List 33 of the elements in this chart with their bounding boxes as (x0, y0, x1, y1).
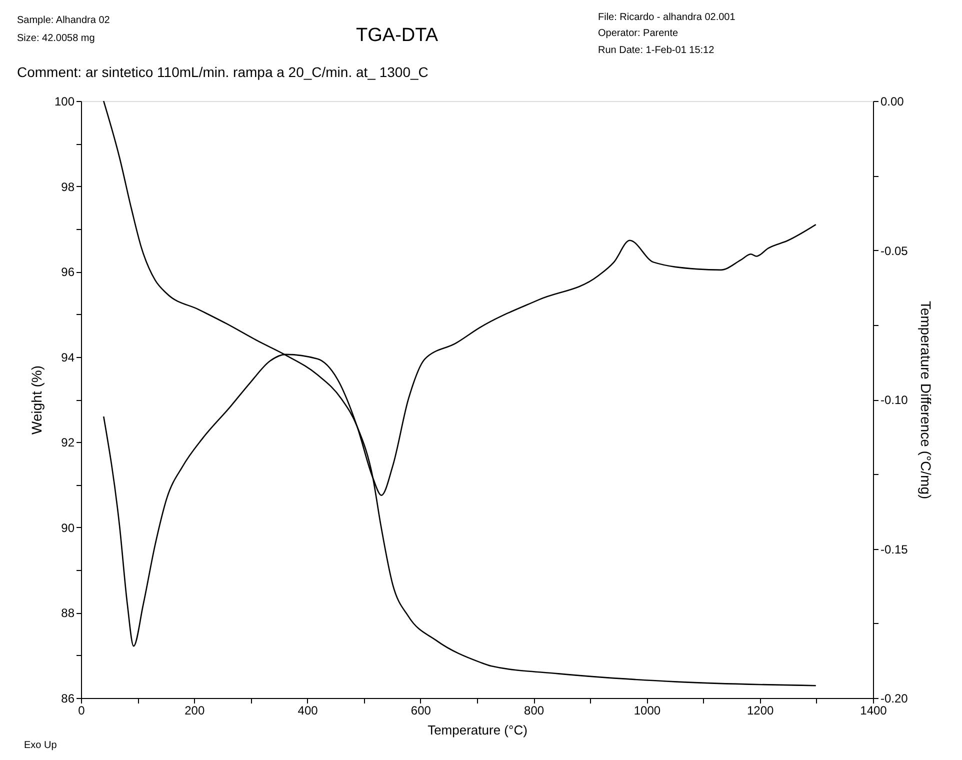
line-series (102, 100, 817, 686)
y-tick-label: 96 (61, 265, 75, 280)
y2-axis-title: Temperature Difference (°C/mg) (918, 300, 934, 500)
y2-tick-label: -0.05 (880, 244, 908, 258)
text: Comment: ar sintetico 110mL/min. rampa a 20_C/min. at_ 1300_C (17, 64, 428, 80)
text: Sample: Alhandra 02 (17, 15, 110, 26)
y-tick-label: 92 (61, 436, 75, 450)
text: Exo Up (24, 740, 58, 751)
text: Operator: Parente (598, 28, 678, 39)
x-tick-label: 200 (184, 704, 205, 718)
x-tick-label: 1200 (747, 704, 774, 718)
y2-tick-label: -0.20 (880, 692, 908, 706)
x-tick-label: 0 (78, 704, 86, 718)
y-axis-title: Weight (%) (28, 366, 44, 434)
y-tick-label: 98 (61, 180, 75, 194)
y2-tick-label: -0.15 (880, 542, 908, 556)
y-tick-label: 88 (61, 606, 75, 620)
y2-tick-label: 0.00 (880, 94, 904, 108)
x-axis-title: Temperature (°C) (428, 722, 528, 738)
x-tick-label: 1400 (860, 704, 888, 718)
chart-title: TGA-DTA (356, 25, 438, 46)
y-tick-label: 86 (61, 692, 75, 706)
text: Run Date: 1-Feb-01 15:12 (598, 45, 715, 56)
y-tick-label: 100 (54, 94, 75, 108)
x-tick-label: 800 (524, 704, 544, 718)
y-tick-label: 90 (61, 520, 75, 535)
y2-tick-label: -0.10 (880, 393, 908, 407)
text: File: Ricardo - alhandra 02.001 (598, 12, 736, 23)
x-tick-label: 400 (298, 704, 318, 718)
y-tick-label: 94 (61, 350, 75, 364)
x-tick-label: 600 (410, 704, 432, 718)
x-tick-label: 1000 (634, 704, 661, 718)
text: Size: 42.0058 mg (17, 33, 95, 44)
